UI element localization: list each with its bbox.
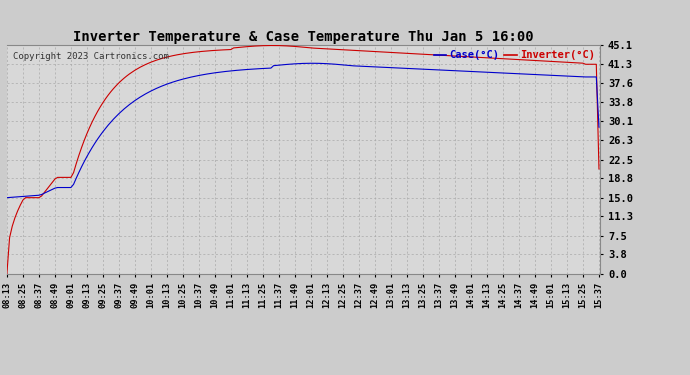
Text: Copyright 2023 Cartronics.com: Copyright 2023 Cartronics.com	[13, 52, 169, 61]
Title: Inverter Temperature & Case Temperature Thu Jan 5 16:00: Inverter Temperature & Case Temperature …	[73, 30, 534, 44]
Legend: Case(°C), Inverter(°C): Case(°C), Inverter(°C)	[429, 46, 599, 64]
